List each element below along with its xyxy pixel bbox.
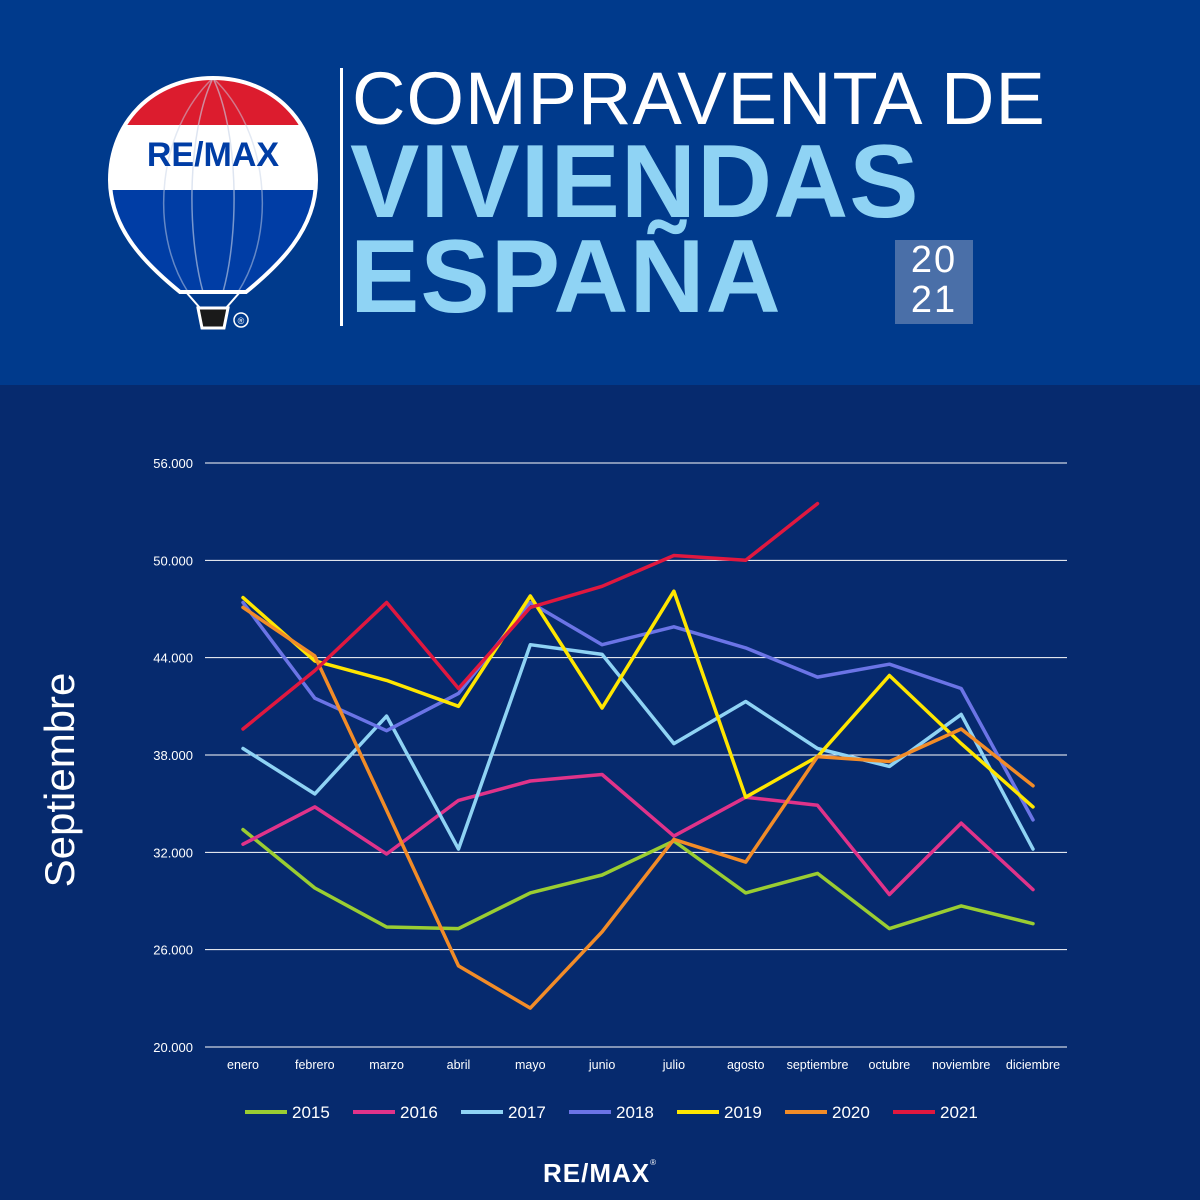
y-tick-label: 26.000 [153, 943, 193, 958]
series-line-2016 [241, 772, 1035, 897]
line-chart: 20.000 26.000 32.000 38.000 44.000 50.000 56.0… [153, 456, 1067, 1122]
x-tick-label: diciembre [1006, 1058, 1060, 1072]
title-viviendas: VIVIENDAS [350, 124, 920, 240]
x-tick-label: septiembre [787, 1058, 849, 1072]
x-tick-label: julio [662, 1058, 685, 1072]
x-tick-label: noviembre [932, 1058, 990, 1072]
y-tick-label: 50.000 [153, 553, 193, 568]
x-tick-label: febrero [295, 1058, 335, 1072]
x-tick-label: agosto [727, 1058, 765, 1072]
y-tick-label: 20.000 [153, 1040, 193, 1055]
legend-label-2017: 2017 [508, 1103, 546, 1122]
year-bottom: 21 [910, 279, 958, 321]
y-tick-label: 56.000 [153, 456, 193, 471]
series-line-2020 [241, 605, 1035, 1010]
series-line-2021 [241, 501, 820, 731]
legend-label-2020: 2020 [832, 1103, 870, 1122]
legend-label-2016: 2016 [400, 1103, 438, 1122]
year-badge: 20 21 [895, 240, 973, 324]
footer-logo-text: RE/MAX [542, 1158, 651, 1188]
series-line-2015 [241, 827, 1035, 931]
legend-label-2015: 2015 [292, 1103, 330, 1122]
footer-logo: RE/MAX® [0, 1158, 1200, 1189]
y-tick-label: 44.000 [153, 651, 193, 666]
footer-registered-mark: ® [650, 1158, 658, 1167]
series-line-2019 [241, 589, 1035, 809]
legend-label-2021: 2021 [940, 1103, 978, 1122]
x-tick-label: abril [447, 1058, 471, 1072]
remax-logo-text: RE/MAX [147, 136, 280, 174]
x-tick-label: junio [588, 1058, 615, 1072]
legend-label-2018: 2018 [616, 1103, 654, 1122]
x-tick-label: mayo [515, 1058, 546, 1072]
title-compraventa: COMPRAVENTA DE [352, 57, 1046, 140]
x-tick-label: octubre [869, 1058, 911, 1072]
title-espana: ESPAÑA [350, 219, 782, 335]
legend-label-2019: 2019 [724, 1103, 762, 1122]
year-top: 20 [910, 239, 958, 281]
title-divider [340, 68, 343, 326]
y-tick-label: 32.000 [153, 845, 193, 860]
series-line-2018 [241, 600, 1035, 822]
chart-panel [0, 385, 1200, 1200]
y-tick-label: 38.000 [153, 748, 193, 763]
remax-balloon-logo: ® RE/MAX [108, 75, 318, 330]
registered-mark: ® [238, 316, 245, 326]
x-tick-label: marzo [369, 1058, 404, 1072]
x-tick-label: enero [227, 1058, 259, 1072]
